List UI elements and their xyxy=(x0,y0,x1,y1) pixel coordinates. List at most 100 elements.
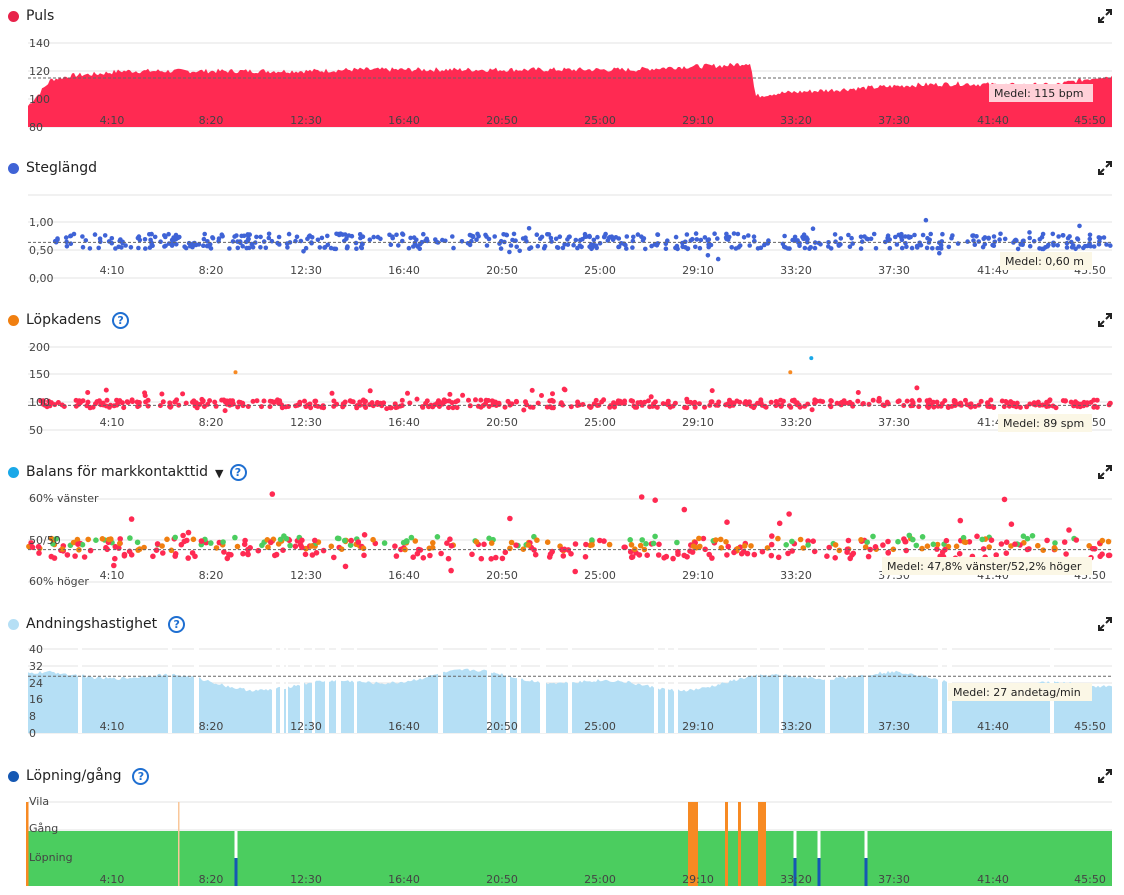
balance-point xyxy=(481,541,487,548)
stride-point xyxy=(1088,243,1093,249)
stride-point xyxy=(693,244,698,250)
rest-bar xyxy=(738,802,741,886)
stride-point xyxy=(123,243,128,248)
mean-label: Medel: 47,8% vänster/52,2% höger xyxy=(887,560,1082,573)
breath-legend-dot xyxy=(8,618,19,630)
balance-point xyxy=(370,536,376,543)
cadence-point xyxy=(420,404,426,410)
cadence-point xyxy=(594,403,600,408)
cadence-point xyxy=(201,404,207,409)
cadence-point xyxy=(1003,399,1009,404)
x-tick-label: 16:40 xyxy=(388,720,420,733)
breath-title: Andningshastighet xyxy=(26,616,158,632)
balance-point xyxy=(738,550,745,557)
cadence-point xyxy=(331,403,337,409)
balance-point xyxy=(700,535,707,542)
stride-point xyxy=(946,244,952,250)
balance-point xyxy=(870,533,876,540)
cadence-point xyxy=(454,405,460,411)
expand-icon[interactable] xyxy=(1098,9,1112,23)
expand-icon[interactable] xyxy=(1098,769,1112,783)
cadence-point xyxy=(200,398,206,404)
stride-point xyxy=(613,235,619,240)
balance-point xyxy=(160,550,166,556)
stride-point xyxy=(1046,242,1051,248)
balance-point xyxy=(724,519,730,525)
cadence-point xyxy=(236,399,242,405)
cadence-point xyxy=(486,404,492,409)
stride-point xyxy=(474,237,479,242)
cadence-point xyxy=(267,398,273,404)
x-tick-label: 12:30 xyxy=(290,873,322,886)
x-tick-label: 12:30 xyxy=(290,264,322,277)
stride-point xyxy=(394,232,399,238)
balance-point xyxy=(836,547,843,554)
x-tick-label: 33:20 xyxy=(780,264,812,277)
balance-point xyxy=(785,550,791,557)
balance-point xyxy=(361,532,368,538)
help-icon[interactable]: ? xyxy=(168,615,186,633)
balance-point xyxy=(292,543,299,550)
expand-icon[interactable] xyxy=(1098,617,1112,631)
stride-point xyxy=(64,244,70,249)
stride-point xyxy=(201,243,206,248)
help-icon[interactable]: ? xyxy=(112,311,130,329)
y-tick-label: 0,00 xyxy=(29,272,54,285)
balance-point xyxy=(112,555,118,562)
balance-point xyxy=(670,555,676,562)
stride-point xyxy=(120,240,125,246)
balance-point xyxy=(962,539,969,546)
stride-point xyxy=(846,232,851,238)
stride-point xyxy=(940,231,945,237)
y-tick-label: 200 xyxy=(29,341,50,354)
cadence-point xyxy=(550,391,555,397)
cadence-point xyxy=(779,402,785,408)
balance-point xyxy=(493,554,499,561)
cadence-point xyxy=(447,391,453,397)
expand-icon[interactable] xyxy=(1098,313,1112,327)
balance-point xyxy=(697,543,703,550)
stride-point xyxy=(1073,246,1078,252)
balance-point xyxy=(507,515,513,522)
cadence-point xyxy=(505,398,511,404)
walk-band xyxy=(28,831,1112,886)
balance-point xyxy=(111,562,117,569)
breath-gap xyxy=(864,644,868,733)
cadence-point xyxy=(916,397,922,403)
stride-point xyxy=(246,236,251,242)
mean-label: Medel: 89 spm xyxy=(1003,417,1084,430)
help-icon[interactable]: ? xyxy=(132,767,150,785)
balance-point xyxy=(269,491,276,497)
stride-point xyxy=(305,236,310,242)
balance-point xyxy=(582,554,589,560)
stride-point xyxy=(135,235,141,241)
cadence-point xyxy=(224,401,230,407)
cadence-point xyxy=(934,399,940,405)
help-icon[interactable]: ? xyxy=(229,463,247,481)
cadence-point xyxy=(145,397,151,403)
cadence-point xyxy=(1094,397,1100,403)
x-tick-label: 16:40 xyxy=(388,569,420,582)
stride-point xyxy=(751,234,757,239)
balance-point xyxy=(234,543,241,550)
dropdown-caret-icon[interactable]: ▼ xyxy=(215,466,224,480)
stride-point xyxy=(762,242,767,248)
expand-icon[interactable] xyxy=(1098,465,1112,479)
cadence-point xyxy=(491,399,497,405)
stride-point xyxy=(162,233,167,238)
mean-label-box xyxy=(948,683,1092,701)
expand-icon[interactable] xyxy=(1098,161,1112,175)
x-tick-label: 29:10 xyxy=(682,873,714,886)
x-tick-label: 4:10 xyxy=(100,873,125,886)
balance-point xyxy=(420,555,427,561)
stride-point xyxy=(735,231,741,237)
x-tick-label: 37:30 xyxy=(878,264,910,277)
cadence-point xyxy=(483,397,489,403)
stride-point xyxy=(873,246,879,251)
walk-gap xyxy=(793,831,797,858)
stride-point xyxy=(724,231,729,237)
stride-point xyxy=(235,245,241,251)
stride-point xyxy=(303,245,309,251)
cadence-point xyxy=(855,390,861,395)
stride-point xyxy=(158,239,163,244)
